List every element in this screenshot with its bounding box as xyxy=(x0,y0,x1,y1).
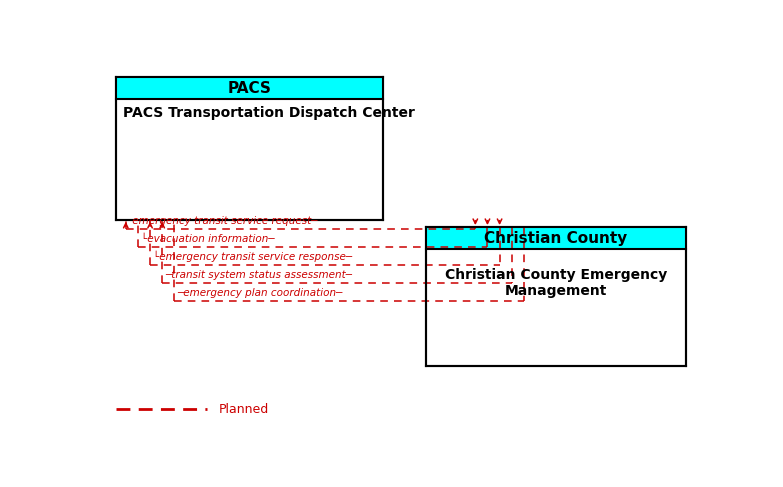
Bar xyxy=(116,77,383,99)
Text: emergency transit service request─: emergency transit service request─ xyxy=(129,216,317,226)
Text: Christian County: Christian County xyxy=(485,230,628,245)
Text: ─emergency plan coordination─: ─emergency plan coordination─ xyxy=(178,288,343,299)
Bar xyxy=(426,227,687,366)
Text: └emergency transit service response─: └emergency transit service response─ xyxy=(153,251,352,262)
Text: PACS: PACS xyxy=(228,80,272,95)
Bar xyxy=(426,227,687,249)
Text: Christian County Emergency
Management: Christian County Emergency Management xyxy=(445,268,667,298)
Text: ─transit system status assessment─: ─transit system status assessment─ xyxy=(165,270,352,281)
Text: └evacuation information─: └evacuation information─ xyxy=(141,234,275,244)
Text: PACS Transportation Dispatch Center: PACS Transportation Dispatch Center xyxy=(124,106,415,120)
Bar xyxy=(116,77,383,220)
Text: Planned: Planned xyxy=(219,403,269,415)
